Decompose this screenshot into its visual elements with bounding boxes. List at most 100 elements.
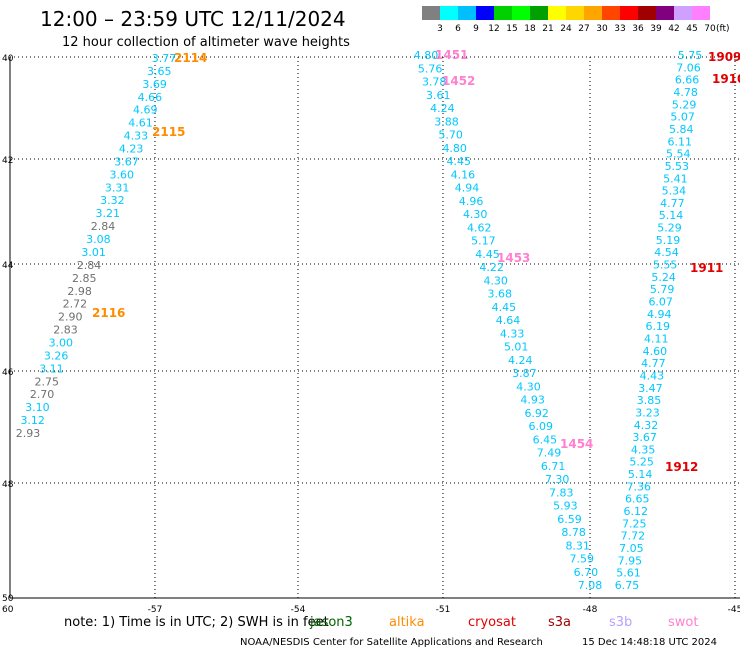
wave-height-value: 3.61 (426, 89, 451, 102)
wave-height-value: 4.94 (647, 308, 672, 321)
pass-time-label: 1909 (708, 50, 740, 64)
wave-height-value: 5.41 (663, 172, 688, 185)
pass-time-label: 1453 (497, 251, 530, 265)
wave-height-value: 4.24 (430, 102, 455, 115)
wave-height-value: 3.01 (81, 246, 106, 259)
latitude-label: 40 (2, 54, 14, 64)
wave-height-value: 6.75 (615, 579, 640, 592)
wave-height-value: 4.66 (138, 91, 163, 104)
wave-height-value: 4.30 (516, 380, 541, 393)
scale-label: 24 (560, 24, 572, 34)
wave-height-value: 6.66 (675, 74, 700, 87)
legend-s3a: s3a (548, 615, 571, 630)
pass-time-label: 1454 (560, 437, 593, 451)
wave-height-value: 2.75 (35, 375, 60, 388)
wave-height-value: 7.49 (537, 447, 562, 460)
wave-height-value: 4.30 (483, 274, 508, 287)
wave-height-value: 4.23 (119, 143, 144, 156)
wave-height-tracks: 3.773.653.694.664.694.614.334.233.673.60… (16, 48, 740, 592)
wave-height-value: 4.33 (124, 130, 149, 143)
wave-height-value: 4.35 (631, 443, 656, 456)
legend-swot: swot (668, 615, 698, 630)
wave-height-value: 4.16 (451, 168, 476, 181)
wave-height-value: 4.22 (479, 261, 504, 274)
scale-swatch (674, 6, 692, 20)
wave-height-value: 7.36 (626, 480, 651, 493)
scale-label: 70 (704, 24, 716, 34)
wave-height-value: 7.30 (545, 473, 570, 486)
scale-label: 33 (614, 24, 625, 34)
wave-height-value: 2.93 (16, 427, 41, 440)
scale-swatch (692, 6, 710, 20)
scale-swatch (440, 6, 458, 20)
wave-height-value: 7.25 (622, 517, 647, 530)
wave-height-value: 4.80 (414, 49, 439, 62)
wave-height-value: 3.00 (49, 336, 74, 349)
wave-height-value: 4.93 (520, 394, 545, 407)
longitude-label: -45 (728, 605, 740, 615)
scale-label: 21 (542, 24, 553, 34)
scale-label: 6 (455, 24, 461, 34)
wave-height-value: 3.60 (110, 168, 135, 181)
scale-swatch (602, 6, 620, 20)
pass-time-label: 1452 (442, 74, 475, 88)
scale-swatch (638, 6, 656, 20)
wave-height-value: 3.10 (25, 401, 50, 414)
wave-height-value: 5.55 (653, 259, 678, 272)
latitude-label: 44 (2, 261, 14, 271)
wave-height-value: 3.08 (86, 233, 111, 246)
wave-height-value: 3.67 (632, 431, 657, 444)
wave-height-value: 4.33 (500, 327, 525, 340)
wave-height-value: 6.59 (557, 513, 582, 526)
wave-height-value: 3.87 (512, 367, 537, 380)
wave-height-value: 3.12 (20, 414, 45, 427)
longitude-label: -54 (291, 605, 306, 615)
wave-height-value: 7.72 (621, 530, 646, 543)
wave-height-value: 6.09 (529, 420, 554, 433)
wave-height-value: 7.06 (676, 61, 701, 74)
wave-height-value: 6.12 (624, 505, 649, 518)
wave-height-value: 3.26 (44, 349, 69, 362)
wave-height-value: 3.23 (635, 406, 660, 419)
pass-time-label: 2116 (92, 306, 125, 320)
wave-height-value: 5.53 (665, 160, 690, 173)
wave-height-value: 7.83 (549, 486, 574, 499)
wave-height-value: 4.32 (634, 419, 659, 432)
scale-label: 12 (488, 24, 499, 34)
wave-height-value: 4.77 (660, 197, 685, 210)
wave-height-value: 3.31 (105, 181, 130, 194)
latitude-label: 48 (2, 480, 14, 490)
wave-height-value: 3.47 (638, 382, 663, 395)
wave-height-value: 2.70 (30, 388, 55, 401)
wave-height-value: 3.11 (39, 362, 64, 375)
wave-height-value: 4.78 (673, 86, 698, 99)
wave-height-value: 4.54 (654, 246, 679, 259)
wave-height-value: 4.77 (641, 357, 666, 370)
wave-height-value: 2.90 (58, 311, 83, 324)
wave-height-value: 2.83 (53, 324, 78, 337)
scale-label: 18 (524, 24, 536, 34)
wave-height-value: 3.32 (100, 194, 125, 207)
wave-height-value: 2.72 (63, 298, 88, 311)
wave-height-value: 3.65 (147, 65, 172, 78)
wave-height-value: 5.25 (629, 456, 654, 469)
wave-height-value: 6.45 (533, 433, 558, 446)
wave-height-value: 4.94 (455, 182, 480, 195)
wave-height-value: 5.76 (418, 62, 443, 75)
pass-time-label: 1911 (690, 261, 723, 275)
wave-height-value: 3.77 (152, 52, 177, 65)
longitude-label: -51 (436, 605, 451, 615)
wave-height-value: 6.70 (574, 566, 599, 579)
legend-altika: altika (389, 615, 425, 630)
scale-swatch (530, 6, 548, 20)
wave-height-value: 4.61 (128, 117, 153, 130)
wave-height-value: 5.54 (666, 148, 691, 161)
wave-height-value: 5.17 (471, 235, 496, 248)
wave-height-value: 4.43 (640, 369, 665, 382)
legend-cryosat: cryosat (468, 615, 516, 630)
wave-height-value: 3.85 (637, 394, 662, 407)
wave-height-value: 6.65 (625, 493, 650, 506)
wave-height-value: 6.07 (648, 296, 673, 309)
wave-height-value: 2.98 (67, 285, 92, 298)
